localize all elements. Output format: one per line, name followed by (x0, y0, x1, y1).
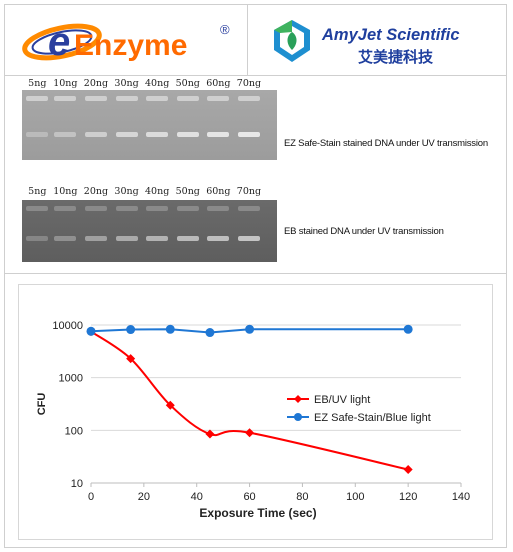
gel-comparison-panel: 5ng 10ng 20ng 30ng 40ng 50ng 60ng 70ng EZ Safe-… (4, 76, 507, 274)
legend-label: EB/UV light (314, 394, 370, 406)
data-point (165, 400, 175, 410)
x-tick-label: 60 (243, 491, 255, 503)
x-tick-label: 100 (346, 491, 364, 503)
figure-frame (4, 4, 507, 548)
dna-band (207, 236, 230, 241)
svg-text:®: ® (220, 22, 230, 37)
lane-label: 60ng (206, 78, 231, 89)
gel-well (176, 96, 199, 101)
dna-band (84, 236, 107, 241)
gel-well (54, 96, 77, 101)
lane-label: 30ng (114, 78, 139, 89)
svg-text:e: e (48, 20, 70, 64)
lane-label: 20ng (83, 78, 109, 89)
dna-band (207, 132, 230, 137)
svg-text:AmyJet Scientific: AmyJet Scientific (321, 26, 460, 44)
data-point (245, 324, 255, 334)
x-tick-label: 40 (191, 491, 203, 503)
lane-label: 5ng (28, 186, 47, 197)
chart-area: 10 100 1000 10000 0 20 40 60 80 100 120 140 Exposure… (18, 284, 493, 540)
legend-marker (294, 395, 302, 403)
dna-band (115, 236, 138, 241)
gel-well (84, 206, 107, 211)
y-axis-title: CFU (36, 393, 48, 416)
x-tick-label: 120 (399, 491, 417, 503)
gel-2-image (22, 200, 277, 262)
data-point (245, 428, 255, 438)
dna-band (84, 132, 107, 137)
gel-well (207, 206, 230, 211)
data-point (86, 326, 96, 336)
lane-label: 10ng (53, 78, 78, 89)
x-tick-label: 80 (296, 491, 308, 503)
legend-label: EZ Safe-Stain/Blue light (314, 412, 431, 424)
gel-well (115, 96, 138, 101)
gel-well (84, 96, 107, 101)
gel-well (146, 206, 169, 211)
gel-1-lane-labels: 5ng 10ng 20ng 30ng 40ng 50ng 60ng 70ng (22, 78, 277, 90)
dna-band (54, 236, 77, 241)
cfu-chart-panel: 10 100 1000 10000 0 20 40 60 80 100 120 140 Exposure… (4, 274, 507, 548)
gel-well (26, 96, 49, 101)
gel-well (207, 96, 230, 101)
gel-well (176, 206, 199, 211)
legend-marker (294, 413, 302, 421)
lane-label: 50ng (175, 186, 200, 197)
dna-band (146, 236, 169, 241)
y-tick-label: 10000 (52, 320, 83, 332)
data-point (403, 324, 413, 334)
y-tick-label: 10 (71, 478, 83, 490)
eenzyme-logo: e Enzyme ® (22, 20, 230, 64)
lane-label: 60ng (206, 186, 231, 197)
dna-band (176, 132, 199, 137)
lane-label: 40ng (144, 78, 170, 89)
x-tick-label: 0 (88, 491, 94, 503)
y-tick-label: 100 (65, 425, 83, 437)
gel-well (26, 206, 49, 211)
lane-label: 5ng (28, 78, 47, 89)
data-point (126, 354, 136, 364)
data-point (126, 325, 136, 335)
x-tick-label: 20 (138, 491, 150, 503)
gel-1-image (22, 90, 277, 160)
lane-label: 70ng (236, 78, 262, 89)
gel-well (237, 206, 260, 211)
lane-label: 70ng (236, 186, 262, 197)
lane-label: 20ng (83, 186, 109, 197)
gel-well (54, 206, 77, 211)
lane-label: 30ng (114, 186, 139, 197)
gel-2-caption: EB stained DNA under UV transmission (284, 226, 444, 237)
dna-band (146, 132, 169, 137)
data-point (205, 328, 215, 338)
lane-label: 50ng (175, 78, 200, 89)
eenzyme-logo-wordmark: Enzyme (74, 29, 187, 62)
gel-well (115, 206, 138, 211)
cfu-line-chart: 10 100 1000 10000 0 20 40 60 80 100 120 140 Exposure… (36, 320, 470, 520)
lane-label: 40ng (144, 186, 170, 197)
dna-band (176, 236, 199, 241)
data-point (205, 429, 215, 439)
series-line (90, 328, 409, 334)
data-point (403, 465, 413, 475)
dna-band (237, 132, 260, 137)
dna-band (115, 132, 138, 137)
dna-band (237, 236, 260, 241)
data-point (165, 324, 175, 334)
logo-header: e Enzyme ® AmyJet Scientific 艾美捷科技 (4, 4, 507, 76)
svg-text:艾美捷科技: 艾美捷科技 (358, 48, 434, 66)
x-tick-label: 140 (452, 491, 470, 503)
header-divider (247, 4, 248, 76)
gel-2-lane-labels: 5ng 10ng 20ng 30ng 40ng 50ng 60ng 70ng (22, 186, 277, 198)
dna-band (26, 132, 49, 137)
gel-1-caption: EZ Safe-Stain stained DNA under UV trans… (284, 138, 488, 149)
gel-well (146, 96, 169, 101)
x-axis-title: Exposure Time (sec) (199, 506, 316, 520)
amyjet-logo: AmyJet Scientific 艾美捷科技 (274, 20, 460, 66)
gel-well (237, 96, 260, 101)
lane-label: 10ng (53, 186, 78, 197)
y-tick-label: 1000 (59, 373, 83, 385)
dna-band (54, 132, 77, 137)
dna-band (26, 236, 49, 241)
